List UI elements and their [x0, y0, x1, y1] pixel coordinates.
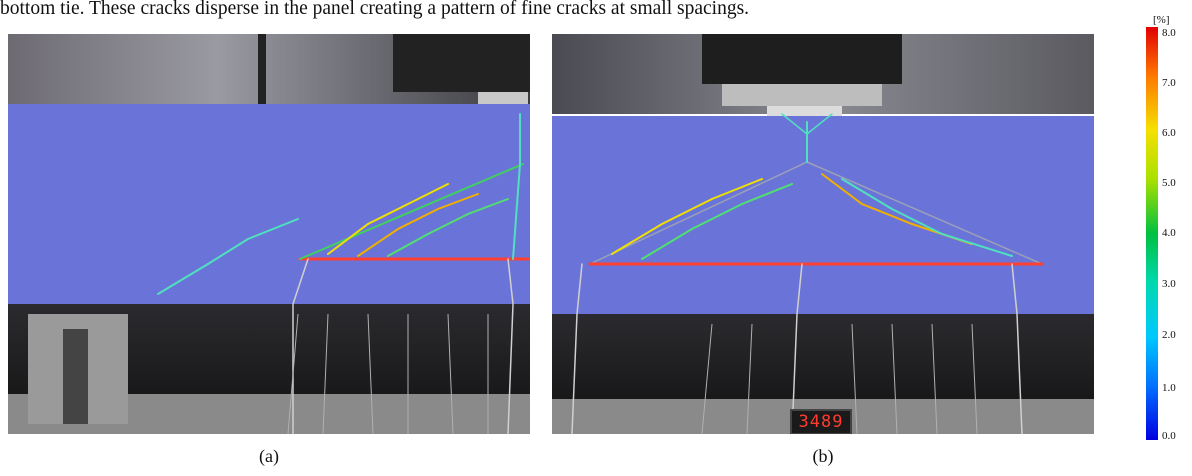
colorbar-tick: 1.0: [1162, 382, 1176, 394]
colorbar-tick: 7.0: [1162, 77, 1176, 89]
beam-photo-b: 3489: [552, 34, 1094, 434]
colorbar-tick: 5.0: [1162, 177, 1176, 189]
colorbar-tick: 3.0: [1162, 278, 1176, 290]
panel-label-b: (b): [812, 446, 834, 466]
caption-text: bottom tie. These cracks disperse in the…: [0, 0, 750, 19]
colorbar-tick: 6.0: [1162, 127, 1176, 139]
load-counter-display: 3489: [790, 409, 852, 434]
colorbar-scale: [1146, 27, 1158, 440]
panel-label-a: (a): [259, 446, 279, 466]
colorbar-unit: [%]: [1153, 14, 1170, 26]
colorbar-tick: 4.0: [1162, 227, 1176, 239]
colorbar-tick: 0.0: [1162, 430, 1176, 442]
colorbar-tick: 8.0: [1162, 27, 1176, 39]
beam-photo-a: [8, 34, 530, 434]
colorbar-tick: 2.0: [1162, 329, 1176, 341]
